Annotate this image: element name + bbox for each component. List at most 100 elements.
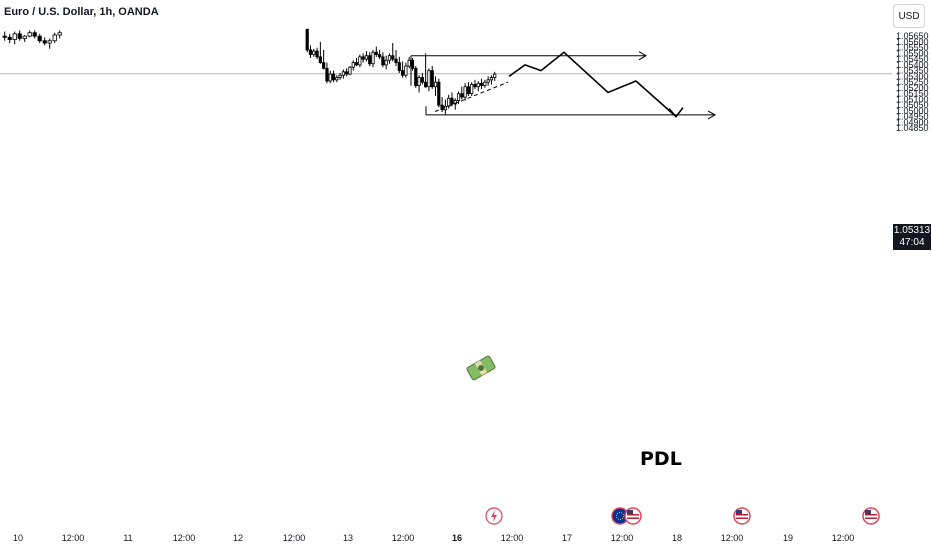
candle-body	[331, 73, 336, 81]
money-center	[478, 365, 484, 371]
drawings[interactable]	[410, 51, 717, 381]
candle-body	[354, 62, 359, 66]
time-tick-label: 11	[123, 533, 132, 543]
candle-body	[377, 54, 382, 58]
candle-body	[486, 79, 490, 83]
currency-button[interactable]: USD	[893, 4, 925, 28]
candle-body	[447, 97, 451, 107]
current-price-tag: 1.05313 47:04	[893, 224, 931, 250]
candle-body	[12, 33, 17, 40]
candle-body	[473, 84, 477, 88]
candle-body	[351, 62, 355, 68]
candle-body	[440, 104, 444, 111]
candle-body	[328, 73, 332, 82]
flash-bolt	[491, 510, 497, 522]
us-stripe	[865, 514, 877, 516]
price-axis[interactable]: 1.056501.056001.055501.055001.054501.054…	[896, 31, 929, 133]
price-tick-label: 1.05150	[896, 89, 929, 99]
candle-body	[456, 93, 461, 101]
candle-body	[338, 74, 342, 78]
us-stripe	[627, 514, 639, 516]
candle-body	[322, 62, 326, 69]
candle-body	[52, 34, 57, 42]
bar-countdown: 47:04	[899, 237, 925, 248]
candles	[2, 28, 497, 115]
projection-arrow-head	[668, 107, 684, 118]
candle-body	[32, 32, 37, 37]
time-tick-label: 12:00	[173, 533, 196, 543]
candle-body	[17, 33, 22, 39]
candle-body	[57, 32, 62, 36]
candle-body	[364, 55, 369, 60]
time-tick-label: 12:00	[62, 533, 85, 543]
candle-body	[361, 56, 365, 60]
candle-body	[381, 56, 385, 66]
price-tick-label: 1.05650	[896, 31, 929, 41]
price-tick-label: 1.05550	[896, 43, 929, 53]
flash-event-icon[interactable]	[485, 507, 503, 525]
candle-body	[463, 86, 467, 98]
current-price-value: 1.05313	[893, 225, 931, 236]
candle-body	[22, 35, 27, 39]
candle-body	[318, 56, 322, 63]
candle-body	[493, 73, 497, 78]
candle-body	[358, 56, 362, 66]
candle-body	[2, 35, 7, 38]
candle-body	[348, 66, 352, 75]
candle-body	[325, 67, 329, 82]
pdl-label: PDL	[640, 448, 682, 470]
candle-body	[387, 55, 392, 61]
price-tick-label: 1.04950	[896, 112, 929, 122]
price-tick-label: 1.05450	[896, 54, 929, 64]
candle-body	[476, 82, 480, 88]
candle-body	[483, 81, 487, 87]
pdl-arrow-head	[707, 110, 717, 120]
candle-body	[47, 40, 52, 44]
candle-body	[414, 67, 418, 86]
time-tick-label: 10	[13, 533, 23, 543]
us-stripe	[736, 514, 748, 516]
trendline[interactable]	[434, 81, 509, 112]
candle-body	[470, 84, 474, 95]
price-tick-label: 1.04850	[896, 123, 929, 133]
us-event-icon[interactable]	[862, 507, 880, 525]
candle-body	[401, 70, 405, 76]
us-event-icon[interactable]	[733, 507, 751, 525]
price-tick-label: 1.05350	[896, 66, 929, 76]
us-stripe	[736, 517, 748, 519]
time-tick-label: 12:00	[832, 533, 855, 543]
price-tick-label: 1.05600	[896, 37, 929, 47]
price-tick-label: 1.04900	[896, 117, 929, 127]
candle-body	[430, 70, 434, 88]
event-icons[interactable]	[485, 507, 880, 525]
candle-body	[427, 70, 431, 88]
candle-body	[42, 40, 47, 44]
eu-stars	[616, 512, 624, 520]
price-tick-label: 1.05200	[896, 83, 929, 93]
candle-body	[315, 50, 319, 58]
candle-body	[450, 97, 454, 105]
candle-body	[433, 81, 438, 88]
money-icon	[466, 355, 496, 381]
candle-body	[404, 65, 408, 76]
time-axis[interactable]: 10 12:00 11 12:00 12 12:00 13 12:00 16 12:00 17 12:…	[13, 533, 854, 543]
candle-body	[371, 51, 375, 65]
candle-body	[407, 59, 411, 67]
us-stripe	[865, 517, 877, 519]
chart-title: Euro / U.S. Dollar, 1h, OANDA	[4, 6, 159, 18]
us-canton	[627, 510, 633, 514]
us-stripe	[627, 517, 639, 519]
candle-body	[489, 77, 494, 81]
time-tick-label: 12:00	[611, 533, 634, 543]
candle-body	[305, 28, 309, 51]
candle-body	[374, 51, 378, 55]
time-tick-label: 12:00	[501, 533, 524, 543]
candle-body	[453, 100, 457, 105]
price-tick-label: 1.05500	[896, 48, 929, 58]
projection-path[interactable]	[508, 51, 677, 118]
us-event-icon[interactable]	[624, 507, 642, 525]
time-tick-label: 18	[672, 533, 682, 543]
candle-body	[460, 93, 464, 98]
candle-body	[410, 59, 415, 69]
